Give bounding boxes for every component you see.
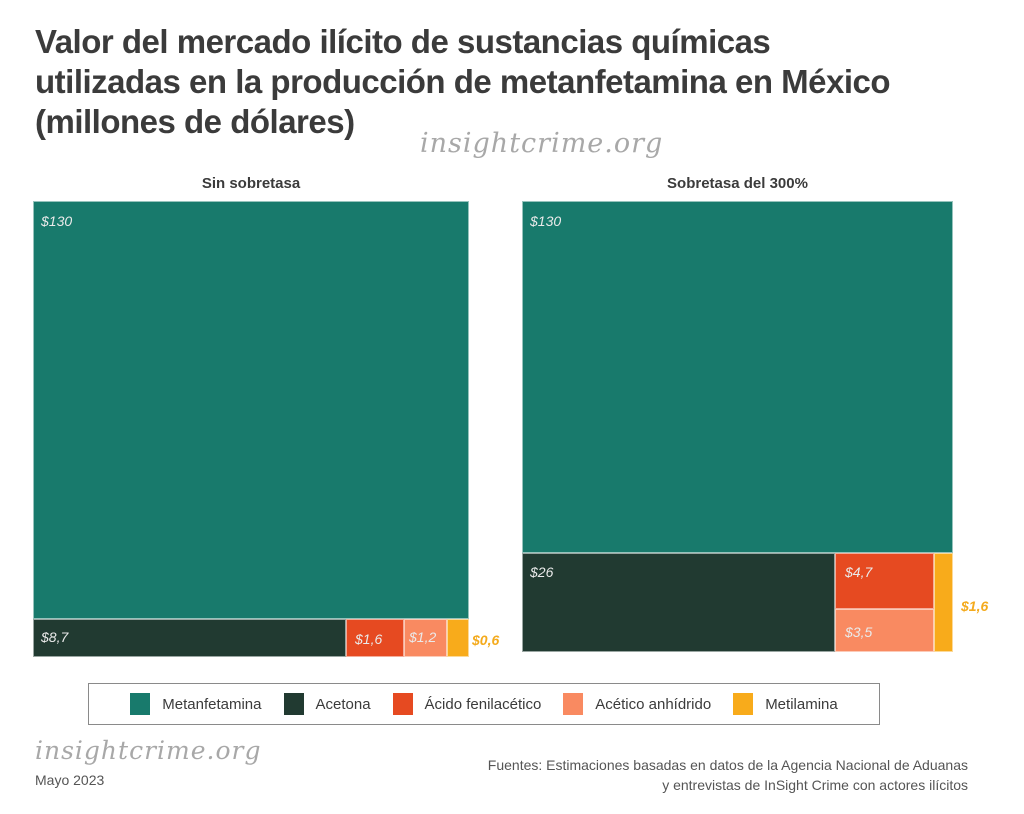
value-label-metanfetamina: $130 [530, 213, 562, 229]
value-label-acetico-anhidrido: $1,2 [409, 629, 437, 645]
value-label-acido-fenilacetico: $1,6 [355, 631, 383, 647]
treemap-sobretasa-300: $130 $26 $4,7 $3,5 [522, 201, 953, 652]
value-label-acetona: $8,7 [41, 629, 69, 645]
value-label-acido-fenilacetico: $4,7 [845, 564, 873, 580]
legend-swatch [733, 693, 754, 715]
legend-item-acido-fenilacetico[interactable]: Ácido fenilacético [392, 693, 542, 715]
value-label-metilamina-outside: $1,6 [961, 598, 989, 614]
watermark-top: insightcrime.org [420, 128, 664, 159]
value-label-metilamina-outside: $0,6 [472, 632, 500, 648]
legend-item-metilamina[interactable]: Metilamina [733, 693, 838, 715]
legend-label: Acético anhídrido [595, 695, 712, 713]
legend-item-acetico-anhidrido[interactable]: Acético anhídrido [563, 693, 711, 715]
legend-swatch [563, 693, 584, 715]
cell-metilamina[interactable] [934, 553, 953, 652]
treemap-sin-sobretasa: $130 $8,7 $1,6 $1,2 [33, 201, 469, 657]
title-line-3: (millones de dólares) [35, 103, 355, 140]
value-label-acetona: $26 [530, 564, 554, 580]
legend-swatch [130, 693, 151, 715]
legend-swatch [392, 693, 413, 715]
legend-swatch [283, 693, 304, 715]
cell-metilamina[interactable] [447, 619, 469, 657]
cell-acido-fenilacetico[interactable]: $1,6 [346, 619, 404, 657]
cell-acido-fenilacetico[interactable]: $4,7 [835, 553, 934, 609]
cell-metanfetamina[interactable]: $130 [33, 201, 469, 619]
title-line-1: Valor del mercado ilícito de sustancias … [35, 23, 771, 60]
cell-metanfetamina[interactable]: $130 [522, 201, 953, 553]
legend-label: Metanfetamina [162, 695, 262, 713]
legend-item-metanfetamina[interactable]: Metanfetamina [130, 693, 262, 715]
panel-title-sobretasa-300: Sobretasa del 300% [667, 175, 808, 192]
source-note: Fuentes: Estimaciones basadas en datos d… [488, 755, 968, 795]
cell-acetico-anhidrido[interactable]: $1,2 [404, 619, 447, 657]
source-line-1: Fuentes: Estimaciones basadas en datos d… [487, 757, 968, 773]
cell-acetona[interactable]: $26 [522, 553, 835, 652]
source-line-2: y entrevistas de InSight Crime con actor… [662, 777, 968, 793]
legend-label: Ácido fenilacético [424, 695, 542, 713]
legend-item-acetona[interactable]: Acetona [283, 693, 371, 715]
value-label-acetico-anhidrido: $3,5 [845, 624, 873, 640]
legend-label: Metilamina [765, 695, 838, 713]
value-label-metanfetamina: $130 [41, 213, 73, 229]
chart-title: Valor del mercado ilícito de sustancias … [35, 22, 995, 142]
legend-label: Acetona [315, 695, 371, 713]
title-line-2: utilizadas en la producción de metanfeta… [35, 63, 891, 100]
cell-acetico-anhidrido[interactable]: $3,5 [835, 609, 934, 652]
publication-date: Mayo 2023 [35, 772, 105, 788]
panel-title-sin-sobretasa: Sin sobretasa [201, 175, 301, 192]
cell-acetona[interactable]: $8,7 [33, 619, 346, 657]
legend: Metanfetamina Acetona Ácido fenilacético… [88, 683, 880, 725]
watermark-bottom: insightcrime.org [35, 736, 262, 765]
